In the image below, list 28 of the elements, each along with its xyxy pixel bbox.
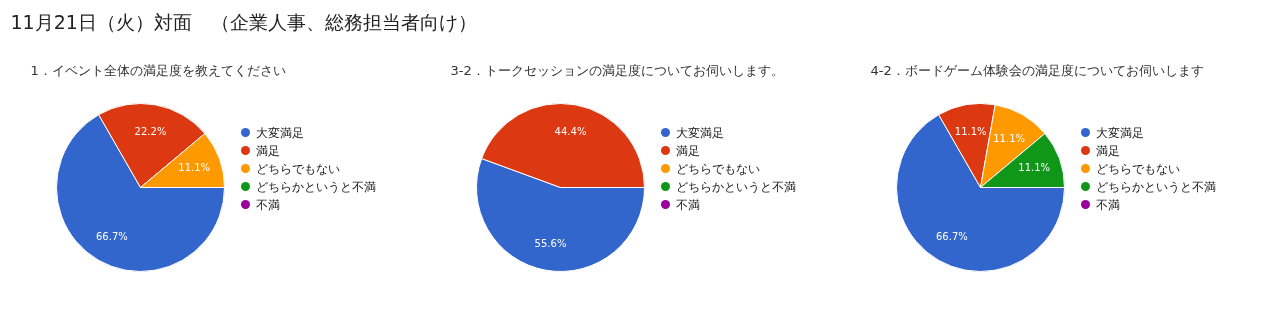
data-label: 11.1% <box>993 132 1026 144</box>
legend-label: 満足 <box>675 143 700 158</box>
legend-label: 大変満足 <box>255 125 304 140</box>
data-label: 11.1% <box>178 162 211 174</box>
chart-title: 3-2．トークセッションの満足度についてお伺いします。 <box>450 63 784 78</box>
legend-label: どちらでもない <box>1095 161 1180 176</box>
legend-label: どちらでもない <box>675 161 760 176</box>
legend-label: 大変満足 <box>675 125 724 140</box>
data-label: 11.1% <box>954 125 987 137</box>
chart-title: 1．イベント全体の満足度を教えてください <box>30 63 286 78</box>
data-label: 66.7% <box>936 231 968 243</box>
data-label: 66.7% <box>96 231 128 243</box>
legend-label: 満足 <box>1095 143 1120 158</box>
data-label: 55.6% <box>534 238 567 250</box>
legend-label: 不満 <box>675 197 700 212</box>
text: 11月21日（火）対面 （企業人事、総務担当者向け） <box>10 10 477 33</box>
legend-label: どちらかというと不満 <box>255 179 376 194</box>
data-label: 44.4% <box>554 125 587 137</box>
legend-label: 満足 <box>255 143 280 158</box>
data-label: 11.1% <box>1018 162 1051 174</box>
legend-label: どちらかというと不満 <box>1095 179 1216 194</box>
legend-label: どちらでもない <box>255 161 340 176</box>
legend-label: 不満 <box>255 197 280 212</box>
legend-label: どちらかというと不満 <box>675 179 796 194</box>
legend-label: 不満 <box>1095 197 1120 212</box>
chart-title: 4-2．ボードゲーム体験会の満足度についてお伺いします <box>870 63 1204 78</box>
legend-label: 大変満足 <box>1095 125 1144 140</box>
data-label: 22.2% <box>134 125 167 137</box>
